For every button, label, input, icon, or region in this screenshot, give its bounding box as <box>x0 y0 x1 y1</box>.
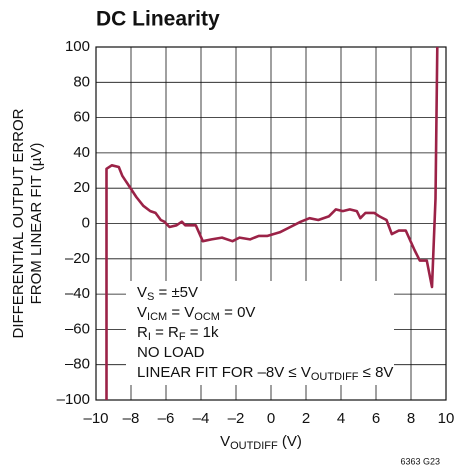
x-tick-label: 2 <box>302 410 310 427</box>
y-tick-label: 80 <box>73 73 90 90</box>
data-line <box>105 46 439 400</box>
text-part: = ±5V <box>154 284 198 301</box>
text-part: (V) <box>278 433 302 450</box>
text-part: V <box>137 304 147 321</box>
y-tick-label: –20 <box>65 250 90 267</box>
text-part: NO LOAD <box>137 344 205 361</box>
annotation: RI = RF = 1k <box>137 324 219 343</box>
x-tick-label: –8 <box>123 410 140 427</box>
footnote: 6363 G23 <box>400 456 440 466</box>
y-tick-label: –40 <box>65 285 90 302</box>
x-tick-label: 4 <box>337 410 345 427</box>
x-tick-label: –6 <box>158 410 175 427</box>
subscript: S <box>147 291 154 303</box>
y-tick-label: –100 <box>57 391 90 408</box>
y-tick-label: 0 <box>82 214 90 231</box>
annotation-box <box>126 281 394 385</box>
text-part: ≤ 8V <box>359 364 394 381</box>
plot-frame <box>95 46 447 401</box>
chart-title: DC Linearity <box>96 8 220 31</box>
annotation: VICM = VOCM = 0V <box>137 304 255 323</box>
annotation: LINEAR FIT FOR –8V ≤ VOUTDIFF ≤ 8V <box>137 364 393 383</box>
text-part: LINEAR FIT FOR –8V ≤ V <box>137 364 311 381</box>
text-part: = R <box>151 324 179 341</box>
x-tick-label: –4 <box>193 410 210 427</box>
annotation: VS = ±5V <box>137 284 198 303</box>
text-part: V <box>137 284 147 301</box>
x-tick-label: 6 <box>372 410 380 427</box>
x-tick-label: –2 <box>228 410 245 427</box>
y-tick-label: 100 <box>65 38 90 55</box>
x-tick-label: –10 <box>83 410 108 427</box>
text-part: R <box>137 324 148 341</box>
annotation: NO LOAD <box>137 344 205 361</box>
subscript: F <box>179 331 186 343</box>
text-part: = V <box>167 304 194 321</box>
x-tick-label: 10 <box>438 410 455 427</box>
y-tick-label: 60 <box>73 109 90 126</box>
subscript: OUTDIFF <box>230 440 278 452</box>
y-axis-label: DIFFERENTIAL OUTPUT ERROR <box>10 108 27 338</box>
subscript: ICM <box>147 311 167 323</box>
x-axis-label: VOUTDIFF (V) <box>220 433 302 452</box>
y-tick-label: 20 <box>73 179 90 196</box>
text-part: V <box>220 433 230 450</box>
y-tick-label: –60 <box>65 320 90 337</box>
y-tick-label: –80 <box>65 356 90 373</box>
subscript: OUTDIFF <box>311 371 359 383</box>
subscript: I <box>148 331 151 343</box>
text-part: = 0V <box>220 304 255 321</box>
text-part: = 1k <box>186 324 219 341</box>
subscript: OCM <box>194 311 220 323</box>
x-tick-label: 8 <box>407 410 415 427</box>
y-axis-label: FROM LINEAR FIT (µV) <box>28 143 45 305</box>
x-tick-label: 0 <box>267 410 275 427</box>
y-tick-label: 40 <box>73 144 90 161</box>
